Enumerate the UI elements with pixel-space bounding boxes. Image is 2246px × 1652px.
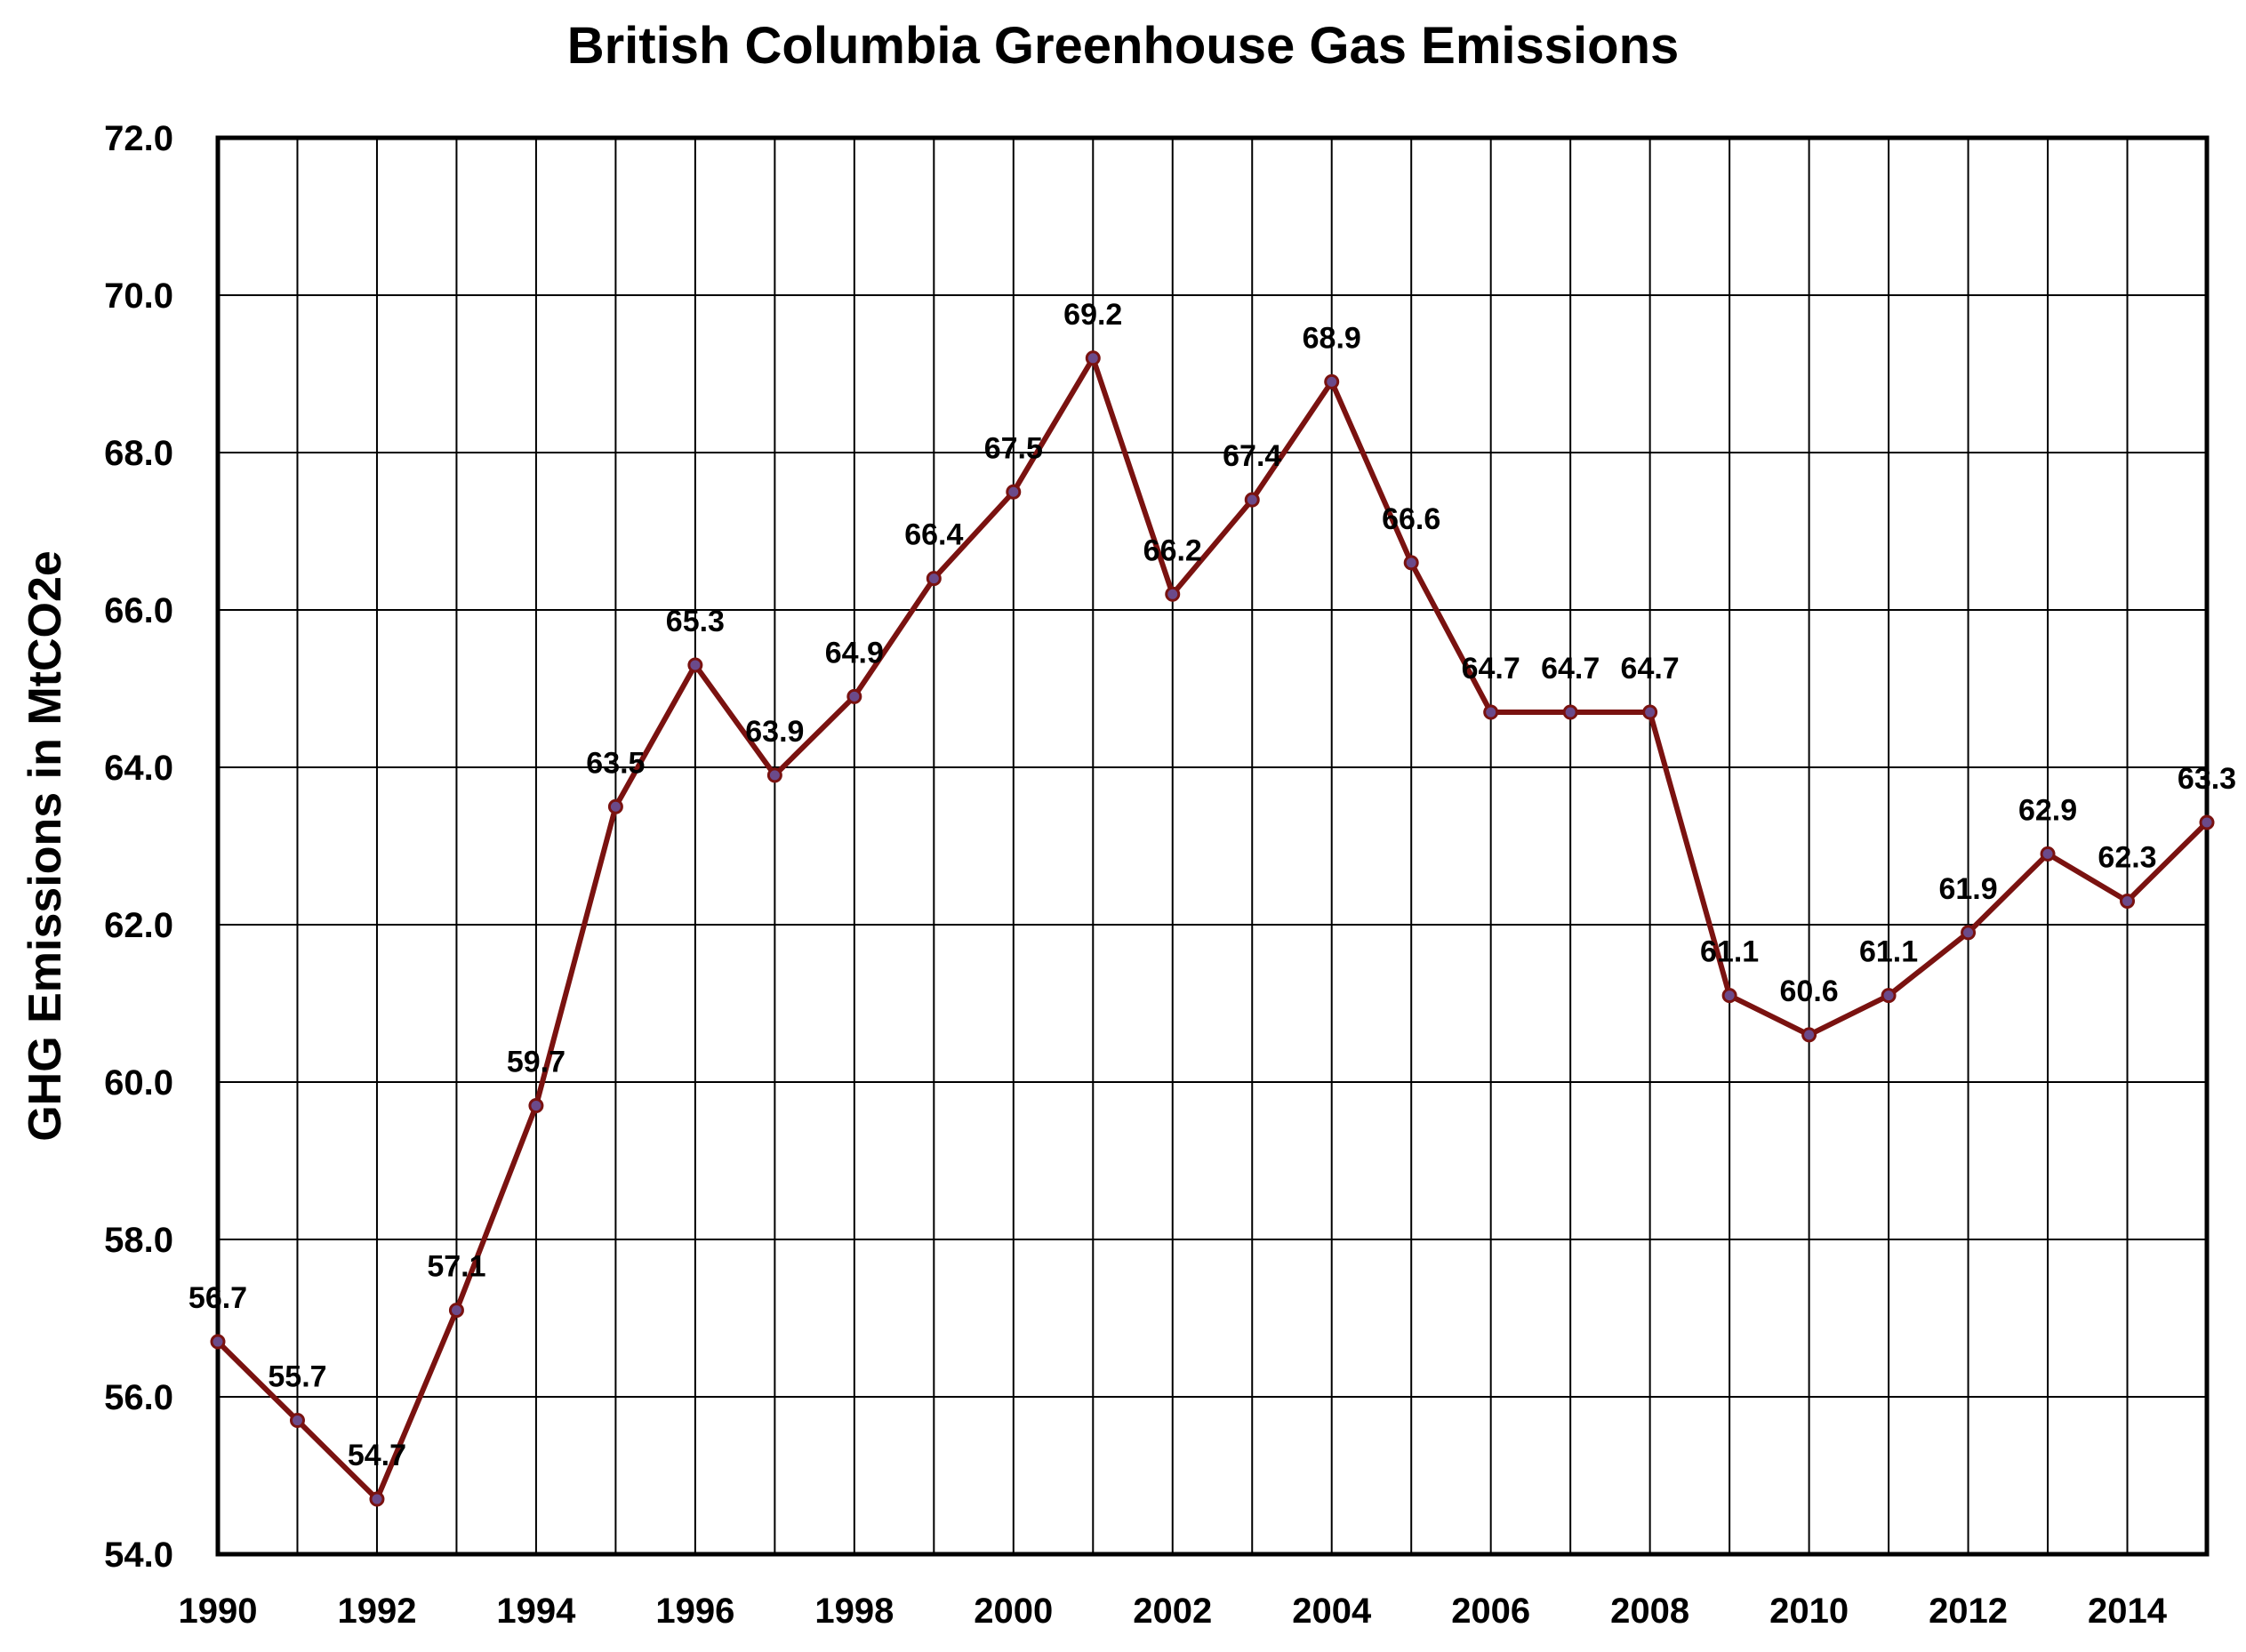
x-tick-label: 1992 xyxy=(337,1592,416,1631)
data-label: 66.4 xyxy=(904,518,963,552)
y-tick-label: 60.0 xyxy=(104,1063,173,1103)
data-label: 63.9 xyxy=(745,715,804,749)
data-label: 66.2 xyxy=(1143,533,1202,567)
series-line-group xyxy=(215,355,2210,1503)
data-point xyxy=(1006,484,1022,500)
x-tick-label: 2012 xyxy=(1929,1592,2008,1631)
x-axis-ticks: 1990 1992 1994 1996 1998 2000 2002 2004 2006 2008… xyxy=(179,1592,2168,1631)
data-label: 66.6 xyxy=(1382,502,1440,536)
y-tick-label: 64.0 xyxy=(104,749,173,788)
data-label: 64.9 xyxy=(825,636,884,670)
x-tick-label: 1998 xyxy=(814,1592,894,1631)
x-tick-label: 2000 xyxy=(974,1592,1053,1631)
data-label: 61.1 xyxy=(1859,935,1918,969)
y-tick-label: 68.0 xyxy=(104,434,173,473)
data-point xyxy=(289,1413,305,1429)
data-point xyxy=(926,571,942,587)
data-point xyxy=(2199,814,2215,830)
x-tick-label: 1996 xyxy=(655,1592,734,1631)
x-tick-label: 2008 xyxy=(1610,1592,1689,1631)
data-point xyxy=(1801,1027,1817,1043)
data-point xyxy=(1244,492,1260,508)
data-point xyxy=(1642,704,1658,720)
data-point xyxy=(369,1491,385,1507)
data-labels: 56.7 55.7 54.7 57.1 59.7 63.5 65.3 63.9 64.9 66.4… xyxy=(189,298,2236,1472)
x-tick-label: 1994 xyxy=(496,1592,576,1631)
data-point xyxy=(1403,555,1419,571)
data-label: 65.3 xyxy=(666,605,725,638)
data-label: 57.1 xyxy=(427,1250,485,1284)
x-tick-label: 2002 xyxy=(1133,1592,1212,1631)
x-tick-label: 2006 xyxy=(1451,1592,1530,1631)
data-label: 64.7 xyxy=(1462,652,1520,686)
y-tick-label: 58.0 xyxy=(104,1221,173,1260)
data-label: 67.4 xyxy=(1223,439,1281,473)
y-tick-label: 62.0 xyxy=(104,906,173,945)
x-tick-label: 2014 xyxy=(2088,1592,2168,1631)
data-point xyxy=(1085,350,1101,366)
data-point xyxy=(210,1334,226,1350)
data-point xyxy=(2120,893,2136,909)
data-label: 61.9 xyxy=(1938,872,1997,906)
data-label: 62.9 xyxy=(2018,793,2077,827)
data-label: 63.5 xyxy=(586,746,645,780)
chart-title: British Columbia Greenhouse Gas Emission… xyxy=(566,17,1680,75)
data-label: 69.2 xyxy=(1063,298,1122,332)
data-point xyxy=(528,1098,544,1114)
data-label: 63.3 xyxy=(2178,762,2236,796)
data-point xyxy=(687,657,703,673)
x-tick-label: 2004 xyxy=(1292,1592,1372,1631)
data-point xyxy=(1961,925,1977,941)
gridlines xyxy=(217,137,2208,1555)
y-tick-label: 54.0 xyxy=(104,1536,173,1575)
data-label: 54.7 xyxy=(348,1439,406,1472)
y-axis-ticks: 54.0 56.0 58.0 60.0 62.0 64.0 66.0 68.0 70.0 72.0 xyxy=(104,119,173,1575)
data-label: 64.7 xyxy=(1621,652,1680,686)
data-label: 68.9 xyxy=(1303,321,1361,355)
data-markers xyxy=(210,350,2215,1507)
data-point xyxy=(1483,704,1499,720)
x-tick-label: 1990 xyxy=(179,1592,258,1631)
data-label: 62.3 xyxy=(2098,840,2156,874)
data-label: 64.7 xyxy=(1541,652,1600,686)
data-label: 60.6 xyxy=(1780,974,1839,1008)
y-axis-title: GHG Emissions in MtCO2e xyxy=(20,550,71,1142)
data-point xyxy=(1721,988,1737,1004)
data-label: 59.7 xyxy=(507,1046,566,1079)
y-tick-label: 66.0 xyxy=(104,591,173,630)
data-point xyxy=(1562,704,1578,720)
y-tick-label: 70.0 xyxy=(104,277,173,316)
data-point xyxy=(846,688,862,704)
y-tick-label: 72.0 xyxy=(104,119,173,158)
data-label: 67.5 xyxy=(984,431,1043,465)
data-point xyxy=(1165,586,1181,602)
data-point xyxy=(607,798,623,814)
x-tick-label: 2010 xyxy=(1769,1592,1849,1631)
data-point xyxy=(2040,846,2056,862)
data-point xyxy=(1324,373,1340,389)
data-label: 56.7 xyxy=(189,1281,247,1315)
series-line xyxy=(215,355,2210,1503)
data-point xyxy=(1881,988,1897,1004)
data-point xyxy=(448,1303,464,1319)
data-label: 61.1 xyxy=(1700,935,1759,969)
data-label: 55.7 xyxy=(268,1360,326,1394)
y-tick-label: 56.0 xyxy=(104,1378,173,1417)
data-point xyxy=(766,767,782,783)
plot-area-frame xyxy=(215,135,2210,1557)
